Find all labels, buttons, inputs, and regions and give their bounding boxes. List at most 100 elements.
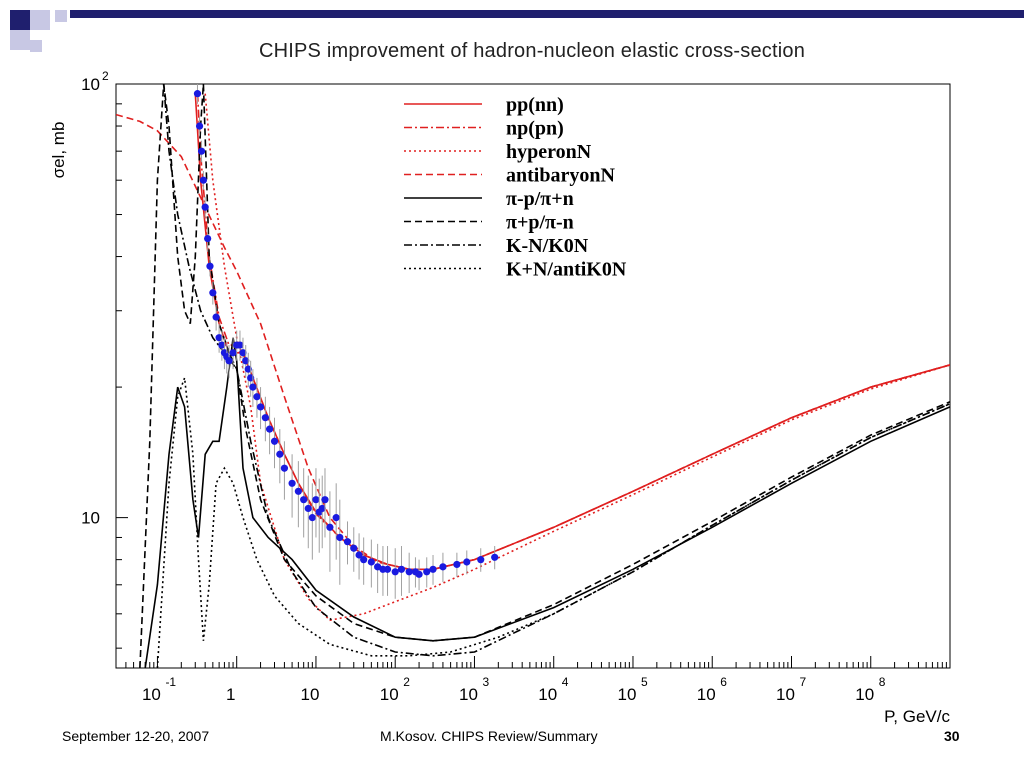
x-tick-exponent: 8 [879,675,886,689]
data-point [206,262,214,270]
x-tick-label: 10 [538,685,557,704]
plot-frame [115,83,951,669]
data-point [391,568,399,576]
x-tick-exponent: 2 [403,675,410,689]
x-tick-label: 10 [459,685,478,704]
data-point [193,90,202,98]
data-point [336,533,344,542]
data-point [212,313,220,321]
data-point [405,568,413,576]
y-tick-label: 10 [81,75,100,94]
x-tick-label: 1 [226,685,235,704]
x-tick-label: 10 [300,685,319,704]
data-point [280,464,289,472]
data-point [304,504,312,513]
data-point [197,147,206,155]
data-point [201,203,209,211]
corner-square-light [30,40,42,52]
x-tick-label: 10 [776,685,795,704]
data-point [397,565,406,573]
chart-title: CHIPS improvement of hadron-nucleon elas… [258,40,806,62]
x-tick-label: 10 [855,685,874,704]
data-point [477,556,485,564]
footer-author: M.Kosov. CHIPS Review/Summary [380,728,598,744]
data-point [276,450,284,458]
data-point [318,504,326,513]
data-point [294,487,302,495]
data-point [204,235,212,243]
data-point [209,289,217,297]
data-point [256,403,265,411]
x-tick-exponent: 3 [482,675,489,689]
data-point [236,341,244,349]
data-point [453,560,461,569]
data-point [195,122,204,130]
legend-label: antibaryonN [506,165,615,187]
series-line [116,113,950,571]
data-point [312,496,320,504]
data-point [249,383,257,391]
x-tick-label: 10 [618,685,637,704]
data-point [242,357,250,365]
data-point [215,334,223,342]
data-point [463,558,471,566]
header-rule [70,10,1024,18]
x-tick-label: 10 [380,685,399,704]
data-point [423,568,431,576]
data-point [253,393,261,401]
x-tick-label: 10 [697,685,716,704]
data-point [439,563,447,571]
data-point [229,349,237,357]
legend-label: K-N/K0N [506,235,589,257]
data-point [270,437,279,445]
x-tick-exponent: -1 [165,675,176,689]
corner-square-light [30,10,50,30]
x-tick-exponent: 4 [562,675,569,689]
data-point [367,558,375,566]
data-point [239,349,247,357]
data-point [225,357,233,365]
data-points-group [193,84,499,599]
data-point [350,544,358,552]
x-axis-label: P, GeV/c [884,707,950,726]
data-point [332,514,340,522]
x-tick-label: 10 [142,685,161,704]
data-point [199,176,207,184]
data-point [326,523,334,531]
x-tick-exponent: 6 [720,675,727,689]
series-line [156,377,950,668]
data-point [429,565,437,573]
series-line [144,337,950,668]
legend-label: pp(nn) [506,94,564,116]
corner-square-light [55,10,67,22]
legend-label: np(pn) [506,118,564,140]
corner-square-dark [10,10,30,30]
data-point [383,565,392,573]
legend-label: K+N/antiK0N [506,259,627,281]
page-number: 30 [944,728,960,744]
y-tick-label: 10 [81,509,100,528]
data-point [355,551,363,559]
data-point [321,496,329,504]
data-point [218,341,226,349]
legend-label: hyperonN [506,141,592,163]
data-point [343,538,352,546]
data-point [288,479,296,487]
legend-label: π-p/π+n [506,188,574,210]
x-tick-exponent: 5 [641,675,648,689]
data-point [265,425,274,433]
y-tick-exponent: 2 [102,69,109,83]
data-point [308,514,316,522]
data-point [360,556,368,564]
data-point [415,570,423,578]
corner-square-light [10,30,30,50]
footer-date: September 12-20, 2007 [62,728,210,744]
legend-label: π+p/π-n [506,212,574,234]
x-tick-exponent: 7 [799,675,806,689]
data-point [244,365,252,373]
y-axis-label: σel, mb [49,122,68,179]
data-point [491,553,499,561]
data-point [261,414,269,422]
data-point [300,496,308,504]
